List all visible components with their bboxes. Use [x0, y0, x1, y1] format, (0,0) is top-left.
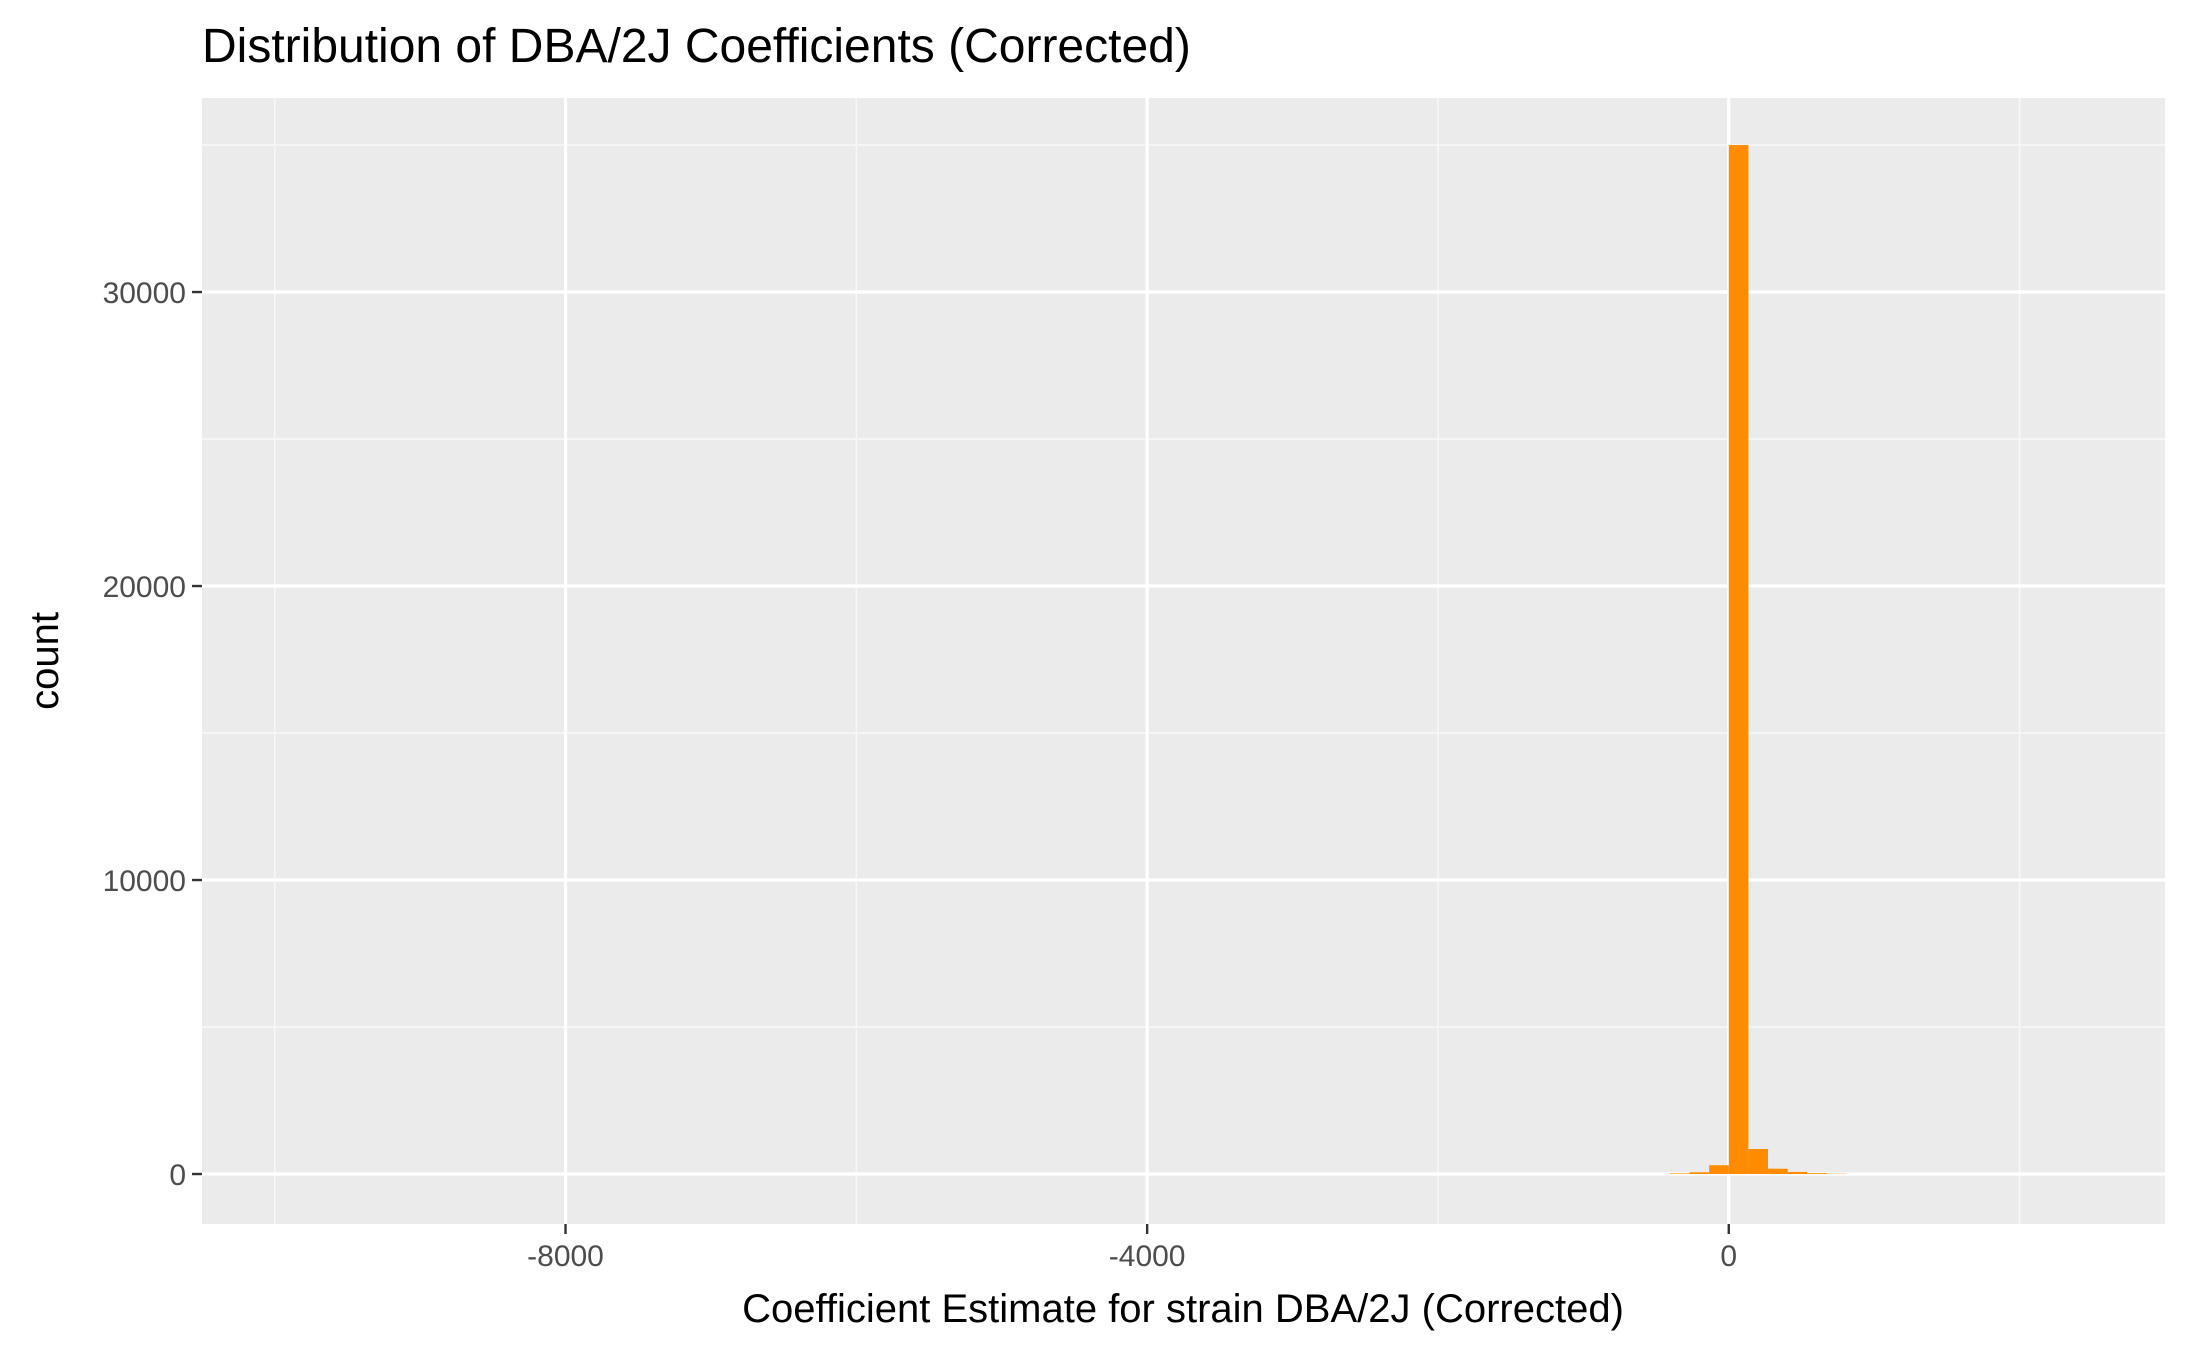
histogram-bar — [1709, 1165, 1729, 1175]
histogram-bars — [1669, 145, 1847, 1175]
histogram-bar — [1689, 1172, 1710, 1175]
x-tick-label: -4000 — [1109, 1240, 1186, 1273]
y-tick-label: 10000 — [103, 865, 186, 898]
chart-title: Distribution of DBA/2J Coefficients (Cor… — [202, 20, 1191, 73]
histogram-bar — [1728, 145, 1749, 1175]
y-axis-title: count — [23, 612, 67, 710]
x-tick-label: 0 — [1720, 1240, 1737, 1273]
histogram-bar — [1787, 1171, 1808, 1175]
y-tick-label: 30000 — [103, 277, 186, 310]
histogram-bar — [1807, 1173, 1827, 1175]
y-tick-label: 0 — [169, 1159, 186, 1192]
y-tick-label: 20000 — [103, 571, 186, 604]
plot-panel — [202, 98, 2165, 1224]
x-axis-title: Coefficient Estimate for strain DBA/2J (… — [742, 1287, 1624, 1331]
histogram-bar — [1748, 1149, 1769, 1175]
tick-labels: -8000 -4000 0 0 10000 20000 30000 — [103, 277, 1738, 1273]
minor-gridlines — [202, 98, 2165, 1224]
x-tick-label: -8000 — [527, 1240, 604, 1273]
histogram-bar — [1669, 1173, 1690, 1175]
axis-ticks — [192, 290, 1730, 1234]
histogram-bar — [1768, 1168, 1788, 1175]
